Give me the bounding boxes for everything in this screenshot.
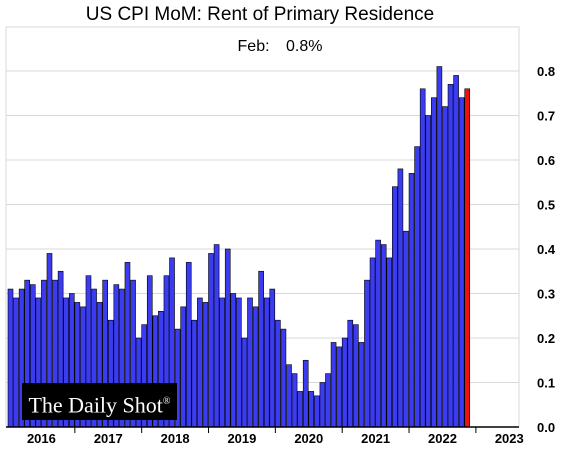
bar <box>375 239 381 428</box>
bar <box>236 297 242 428</box>
bar <box>308 391 315 428</box>
bar <box>464 88 471 428</box>
x-tick-label: 2021 <box>361 431 390 446</box>
bar <box>447 84 454 428</box>
x-tick-label: 2016 <box>27 431 56 446</box>
bar <box>191 319 198 428</box>
bar <box>436 66 443 428</box>
y-tick-labels: 0.0 0.1 0.2 0.3 0.4 0.5 0.6 0.7 0.8 <box>537 64 556 435</box>
chart-title: US CPI MoM: Rent of Primary Residence <box>85 4 435 25</box>
bar <box>325 373 331 428</box>
bar <box>341 337 348 428</box>
bar <box>369 257 376 428</box>
bar <box>364 279 370 428</box>
annotation-value: 0.8% <box>286 38 323 55</box>
bar <box>336 346 342 428</box>
bar <box>180 306 186 428</box>
bar <box>319 382 326 428</box>
bar <box>208 253 214 428</box>
bar <box>297 391 303 428</box>
bar <box>213 244 220 428</box>
y-tick-label: 0.3 <box>537 287 555 302</box>
bar <box>392 186 398 428</box>
y-tick-label: 0.2 <box>537 331 555 346</box>
y-tick-label: 0.6 <box>537 153 555 168</box>
bar <box>252 306 259 428</box>
x-tick-label: 2022 <box>428 431 457 446</box>
bar <box>397 168 404 428</box>
y-tick-label: 0.7 <box>537 109 555 124</box>
x-tick-labels: 2016 2017 2018 2019 2020 2021 2022 2023 <box>27 427 524 446</box>
bar <box>202 302 209 428</box>
bars <box>7 66 471 428</box>
bar <box>7 288 14 428</box>
bar <box>291 373 298 428</box>
bar <box>286 364 292 428</box>
bar <box>263 297 270 428</box>
bar <box>330 342 337 428</box>
x-tick-label: 2018 <box>161 431 190 446</box>
bar <box>247 297 253 428</box>
bar <box>414 146 420 428</box>
bar <box>408 173 415 428</box>
bar <box>269 288 276 428</box>
x-tick-label: 2019 <box>227 431 256 446</box>
bar <box>280 328 287 428</box>
bar <box>353 324 359 428</box>
y-tick-label: 0.8 <box>537 64 555 79</box>
bar <box>419 88 426 428</box>
bar <box>386 257 393 428</box>
chart-annotation: Feb: 0.8% <box>0 38 560 56</box>
bar <box>275 319 281 428</box>
y-tick-label: 0.5 <box>537 198 555 213</box>
bar <box>425 115 432 428</box>
bar <box>258 270 264 428</box>
x-tick-label: 2023 <box>495 431 524 446</box>
y-tick-label: 0.0 <box>537 420 555 435</box>
bar <box>314 395 320 428</box>
bar <box>403 230 409 428</box>
bar <box>347 319 354 428</box>
bar <box>302 359 309 428</box>
bar <box>13 297 19 428</box>
bar <box>431 97 437 428</box>
bar <box>442 106 448 428</box>
y-tick-label: 0.4 <box>537 242 556 257</box>
bar <box>219 297 225 428</box>
bar <box>358 342 365 428</box>
bar <box>458 97 465 428</box>
x-tick-label: 2020 <box>294 431 323 446</box>
bar <box>453 75 459 428</box>
bar <box>380 244 387 428</box>
bar <box>185 262 192 428</box>
y-tick-label: 0.1 <box>537 376 555 391</box>
bar <box>241 337 248 428</box>
annotation-label: Feb: <box>237 38 270 55</box>
bar <box>224 248 231 428</box>
x-tick-label: 2017 <box>94 431 123 446</box>
bar <box>230 293 237 428</box>
bar <box>197 297 203 428</box>
daily-shot-logo: The Daily Shot® <box>22 383 177 420</box>
